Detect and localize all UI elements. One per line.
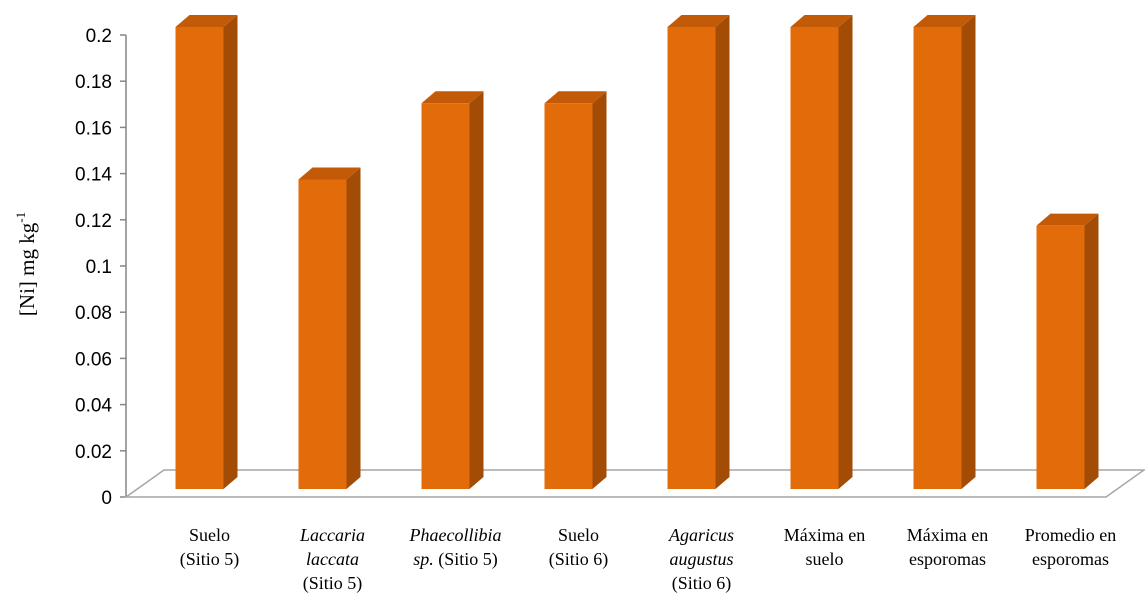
bar-top xyxy=(913,15,976,27)
y-tick-label: 0.02 xyxy=(75,442,112,463)
floor-layer xyxy=(123,469,1145,498)
bar xyxy=(667,15,730,489)
label-layer: Suelo (Sitio 5) Laccaria laccata (Sitio 5) Ph… xyxy=(180,525,1117,594)
x-category-label: Máxima en suelo xyxy=(784,525,865,569)
bar-top xyxy=(667,15,730,27)
bar-side xyxy=(715,15,730,489)
y-axis-label: [Ni] mg kg-1 xyxy=(13,212,39,316)
bar-front xyxy=(421,103,470,489)
bar-side xyxy=(592,91,607,489)
y-tick-label: 0.18 xyxy=(75,72,112,93)
x-category-label: Laccaria laccata (Sitio 5) xyxy=(299,525,365,594)
y-tick-label: 0.1 xyxy=(86,257,112,278)
y-tick-label: 0.16 xyxy=(75,118,112,139)
bar-side xyxy=(346,167,361,489)
bar-front xyxy=(667,27,716,489)
axis-layer: 0 0.02 0.04 0.06 0.08 0.1 0.12 0.14 0.16 0.18 0.2 xyxy=(75,26,127,509)
y-tick-label: 0.06 xyxy=(75,349,112,370)
bar-front xyxy=(913,27,962,489)
bar-front xyxy=(1036,225,1085,489)
bar-side xyxy=(1084,213,1099,489)
x-category-label: Suelo (Sitio 6) xyxy=(549,525,609,570)
y-tick-label: 0.14 xyxy=(75,165,112,186)
bar xyxy=(421,91,484,489)
bar-top xyxy=(421,91,484,104)
chart-floor xyxy=(123,469,1145,498)
bar-side xyxy=(469,91,484,489)
y-tick-label: 0 xyxy=(101,488,112,509)
bar xyxy=(790,15,853,489)
bar-front xyxy=(544,103,593,489)
x-category-label: Suelo (Sitio 5) xyxy=(180,525,240,570)
y-tick-label: 0.2 xyxy=(86,26,112,47)
bar-top xyxy=(1036,213,1099,226)
bar xyxy=(1036,213,1099,489)
x-category-label: Promedio en esporomas xyxy=(1025,525,1117,569)
bar-side xyxy=(961,15,976,489)
bar-front xyxy=(790,27,839,489)
bar-top xyxy=(544,91,607,104)
bar-top xyxy=(790,15,853,27)
bar-side xyxy=(223,15,238,489)
bar xyxy=(298,167,361,489)
y-tick-label: 0.04 xyxy=(75,396,112,417)
x-category-label: Phaecollibia sp. (Sitio 5) xyxy=(409,525,502,570)
bar-top xyxy=(298,167,361,180)
bar xyxy=(913,15,976,489)
bar-front xyxy=(175,27,224,489)
y-tick-label: 0.08 xyxy=(75,303,112,324)
x-category-label: Agaricus augustus (Sitio 6) xyxy=(668,525,734,594)
y-tick-label: 0.12 xyxy=(75,211,112,232)
bar xyxy=(175,15,238,489)
bar xyxy=(544,91,607,489)
x-category-label: Máxima en esporomas xyxy=(907,525,988,569)
bar-top xyxy=(175,15,238,27)
bar-side xyxy=(838,15,853,489)
bar-layer xyxy=(175,15,1099,489)
bar-front xyxy=(298,179,347,489)
